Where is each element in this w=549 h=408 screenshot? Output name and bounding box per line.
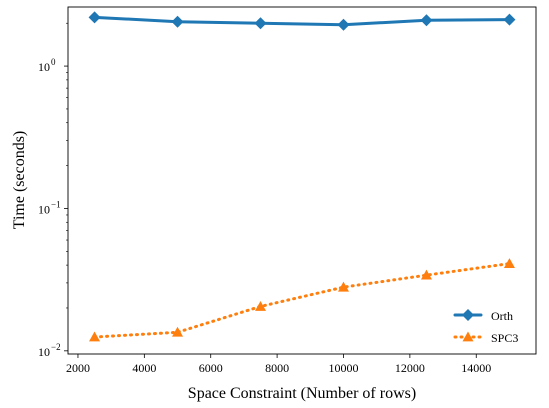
y-tick-label: 10 [38, 202, 50, 216]
data-point-triangle [172, 326, 184, 337]
data-point-triangle [462, 331, 474, 342]
data-point-triangle [503, 258, 515, 268]
series-line-spc3 [93, 262, 511, 339]
x-tick-label: 8000 [265, 361, 289, 375]
data-point-triangle [89, 331, 101, 342]
data-point-diamond [337, 18, 350, 31]
legend-label: SPC3 [491, 331, 518, 345]
y-tick-exponent: −2 [51, 342, 61, 352]
data-point-diamond [254, 17, 267, 30]
data-point-diamond [462, 309, 474, 321]
y-tick-exponent: 0 [51, 57, 56, 67]
data-point-diamond [503, 13, 516, 26]
series-layer [88, 11, 516, 342]
y-tick-label: 10 [38, 60, 50, 74]
x-axis-label: Space Constraint (Number of rows) [188, 385, 416, 402]
y-tick-label: 10 [38, 345, 50, 359]
x-tick-label: 10000 [328, 361, 358, 375]
data-point-triangle [337, 281, 349, 292]
x-tick-label: 2000 [66, 361, 90, 375]
y-tick-exponent: −1 [51, 199, 61, 209]
y-axis-label: Time (seconds) [11, 131, 28, 230]
legend-label: Orth [491, 309, 513, 323]
x-tick-label: 6000 [199, 361, 223, 375]
x-axis-ticks: 2000 4000 6000 8000 10000 12000 14000 [66, 354, 491, 375]
data-point-triangle [420, 269, 432, 280]
series-line-orth [93, 15, 511, 27]
legend: Orth SPC3 [453, 309, 518, 345]
data-point-diamond [88, 11, 101, 24]
data-point-diamond [171, 15, 184, 28]
x-tick-label: 14000 [461, 361, 491, 375]
data-point-diamond [420, 14, 433, 27]
plot-frame [67, 6, 537, 355]
x-tick-label: 12000 [395, 361, 425, 375]
data-point-triangle [255, 300, 267, 311]
x-tick-label: 4000 [132, 361, 156, 375]
